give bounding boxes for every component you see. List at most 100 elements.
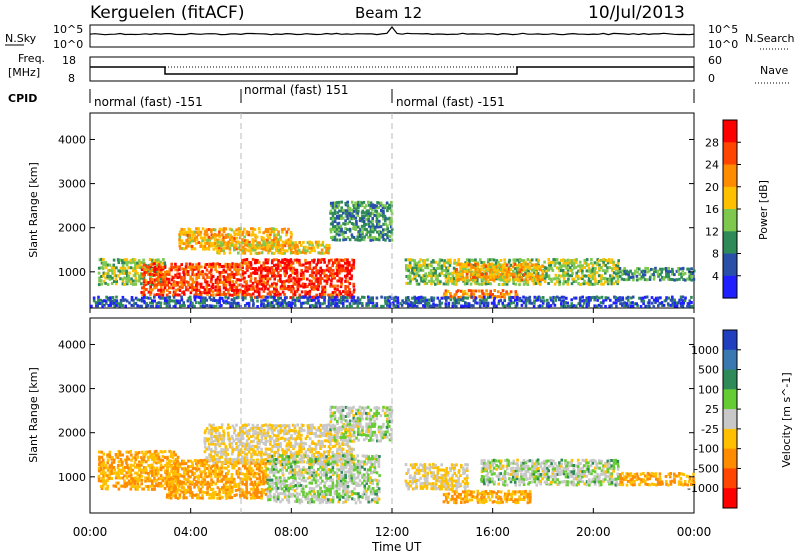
data-cell (279, 424, 282, 428)
data-cell (129, 449, 132, 453)
data-cell (197, 272, 200, 276)
data-cell (130, 458, 133, 462)
data-cell (650, 273, 654, 277)
data-cell (473, 298, 477, 302)
data-cell (235, 483, 238, 487)
data-cell (275, 434, 278, 438)
data-cell (462, 296, 465, 300)
data-cell (360, 227, 364, 231)
data-cell (655, 299, 658, 303)
data-cell (677, 269, 680, 273)
data-cell (518, 279, 522, 283)
data-cell (423, 282, 427, 286)
data-cell (350, 296, 354, 299)
data-cell (110, 266, 114, 270)
data-cell (201, 244, 205, 248)
data-cell (556, 266, 559, 270)
data-cell (279, 264, 282, 268)
data-cell (369, 201, 373, 205)
data-cell (237, 453, 240, 457)
data-cell (449, 276, 453, 280)
data-cell (598, 268, 601, 272)
data-cell (123, 266, 127, 270)
data-cell (640, 275, 644, 279)
data-cell (204, 429, 207, 433)
data-cell (340, 301, 343, 305)
data-cell (199, 293, 203, 297)
data-cell (487, 292, 490, 296)
data-cell (228, 477, 232, 481)
data-cell (277, 230, 280, 234)
data-cell (355, 220, 358, 223)
data-cell (598, 267, 601, 270)
data-cell (172, 459, 176, 463)
data-cell (243, 483, 247, 486)
data-cell (667, 272, 670, 276)
data-cell (151, 479, 154, 483)
data-cell (293, 272, 297, 275)
data-cell (190, 236, 194, 240)
data-cell (631, 301, 634, 305)
data-cell (237, 467, 241, 471)
data-cell (216, 299, 220, 303)
data-cell (230, 298, 234, 302)
data-cell (199, 236, 203, 240)
data-cell (225, 480, 228, 484)
data-cell (159, 450, 163, 454)
data-cell (163, 286, 167, 290)
data-cell (534, 270, 538, 274)
data-cell (302, 246, 306, 250)
data-cell (187, 230, 190, 234)
data-cell (281, 240, 285, 244)
data-cell (604, 298, 608, 302)
data-cell (233, 463, 236, 467)
data-cell (388, 235, 392, 239)
data-cell (255, 445, 259, 449)
data-cell (222, 246, 226, 250)
data-cell (140, 290, 143, 294)
data-cell (115, 301, 119, 304)
data-cell (178, 301, 181, 305)
data-cell (411, 271, 414, 275)
data-cell (218, 472, 221, 476)
data-cell (306, 298, 310, 302)
data-cell (113, 269, 116, 273)
data-cell (100, 450, 104, 454)
data-cell (210, 424, 213, 428)
freq-left-label-2: [MHz] (8, 66, 40, 79)
data-cell (209, 474, 213, 478)
data-cell (218, 227, 222, 231)
data-cell (157, 468, 160, 472)
data-cell (386, 209, 389, 213)
data-cell (297, 248, 301, 252)
data-cell (273, 461, 276, 465)
data-cell (206, 486, 209, 490)
data-cell (629, 269, 632, 273)
data-cell (260, 458, 264, 462)
data-cell (462, 292, 465, 296)
data-cell (119, 277, 122, 281)
data-cell (185, 288, 188, 292)
data-cell (231, 275, 234, 279)
data-cell (149, 265, 153, 269)
data-cell (104, 464, 108, 468)
data-cell (485, 272, 488, 276)
data-cell (203, 481, 207, 484)
data-cell (606, 277, 609, 281)
data-cell (153, 293, 156, 297)
data-cell (618, 296, 622, 300)
data-cell (232, 276, 236, 279)
data-cell (199, 233, 202, 237)
data-cell (503, 273, 506, 276)
data-cell (266, 447, 270, 451)
data-cell (292, 452, 295, 456)
data-cell (384, 222, 388, 226)
data-cell (269, 439, 272, 443)
data-cell (467, 302, 471, 306)
data-cell (233, 296, 236, 300)
power-cells (90, 200, 696, 309)
data-cell (253, 289, 257, 293)
data-cell (516, 268, 520, 272)
data-cell (318, 251, 322, 255)
data-cell (249, 272, 253, 276)
